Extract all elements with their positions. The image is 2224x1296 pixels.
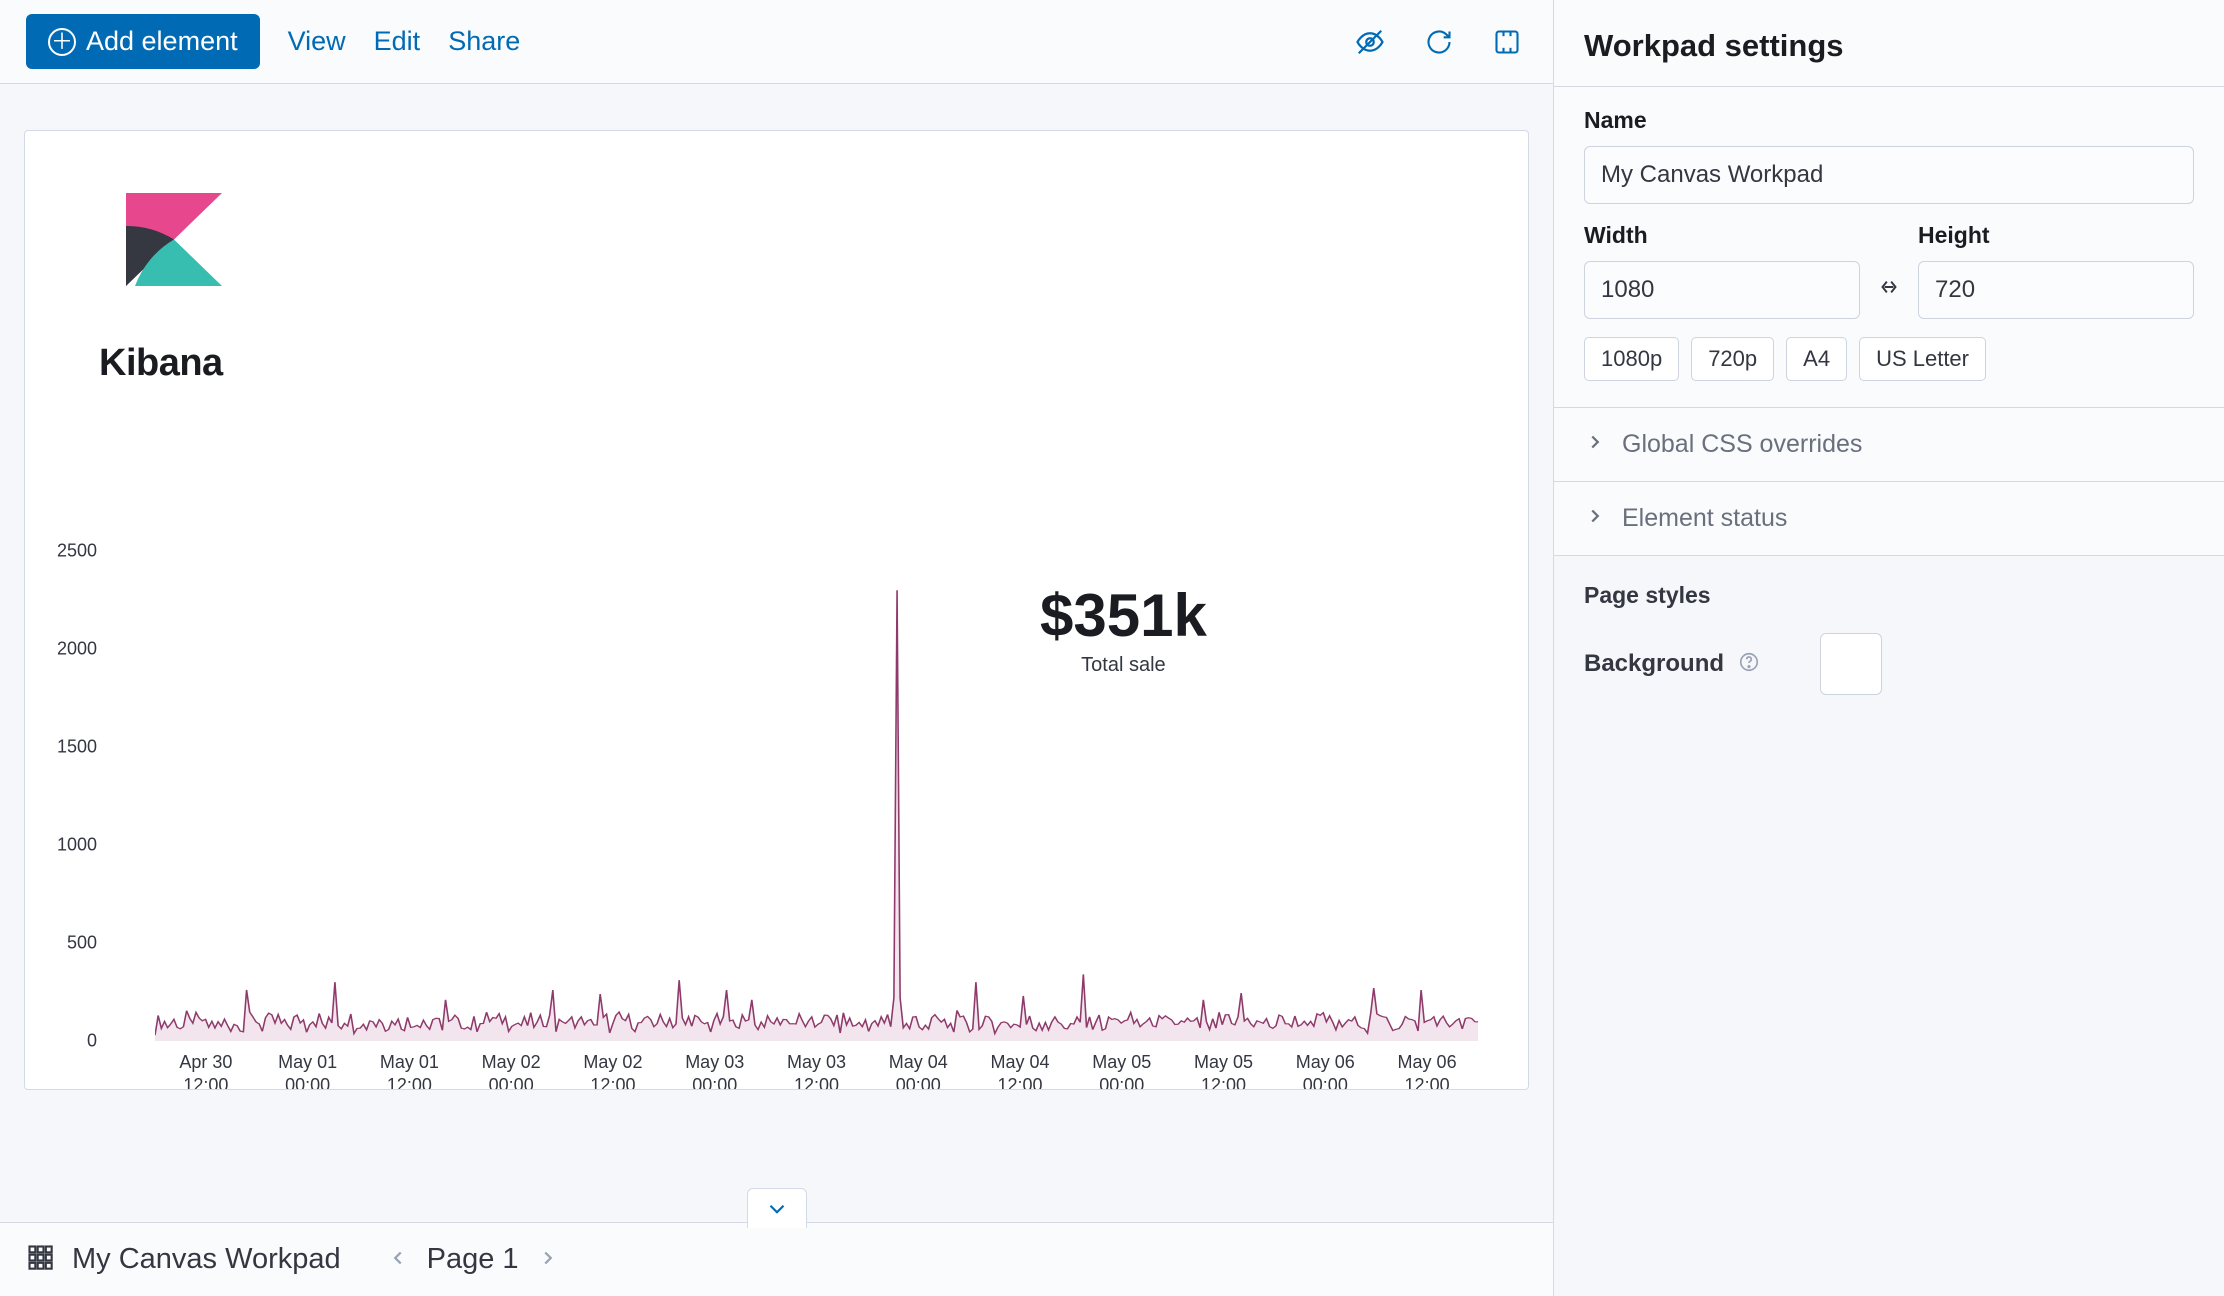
settings-title: Workpad settings bbox=[1554, 0, 2224, 87]
workpad-title: My Canvas Workpad bbox=[72, 1243, 341, 1276]
canvas-area: Kibana $351k Total sale 0500100015002000… bbox=[0, 84, 1553, 1222]
accordion-css-label: Global CSS overrides bbox=[1622, 430, 1862, 459]
kibana-logo: Kibana bbox=[99, 181, 249, 385]
x-tick: May 04 00:00 bbox=[867, 1051, 969, 1090]
chevron-right-icon bbox=[1584, 505, 1606, 532]
accordion-element-status[interactable]: Element status bbox=[1554, 482, 2224, 556]
next-page-button[interactable] bbox=[537, 1244, 559, 1276]
line-chart: 05001000150020002500 Apr 30 12:00May 01 … bbox=[55, 551, 1498, 1069]
link-dimensions-icon[interactable] bbox=[1876, 274, 1902, 319]
accordion-global-css[interactable]: Global CSS overrides bbox=[1554, 408, 2224, 482]
y-tick: 2500 bbox=[57, 541, 97, 562]
add-element-label: Add element bbox=[86, 26, 238, 57]
preset-row: 1080p 720p A4 US Letter bbox=[1584, 337, 2194, 381]
y-tick: 500 bbox=[67, 933, 97, 954]
x-tick: May 03 00:00 bbox=[664, 1051, 766, 1090]
chart-y-axis: 05001000150020002500 bbox=[55, 551, 105, 1041]
x-tick: May 06 12:00 bbox=[1376, 1051, 1478, 1090]
y-tick: 2000 bbox=[57, 639, 97, 660]
x-tick: May 01 12:00 bbox=[359, 1051, 461, 1090]
background-label: Background bbox=[1584, 650, 1724, 678]
y-tick: 1000 bbox=[57, 835, 97, 856]
accordion-status-label: Element status bbox=[1622, 504, 1787, 533]
chevron-right-icon bbox=[1584, 431, 1606, 458]
x-tick: May 03 12:00 bbox=[766, 1051, 868, 1090]
chart-plot bbox=[155, 551, 1478, 1041]
preset-1080p[interactable]: 1080p bbox=[1584, 337, 1679, 381]
width-input[interactable] bbox=[1584, 261, 1860, 319]
page-pager: Page 1 bbox=[387, 1243, 559, 1276]
x-tick: May 01 00:00 bbox=[257, 1051, 359, 1090]
preset-us-letter[interactable]: US Letter bbox=[1859, 337, 1986, 381]
fullscreen-icon[interactable] bbox=[1487, 22, 1527, 62]
expand-tray-button[interactable] bbox=[747, 1188, 807, 1228]
kibana-logo-icon bbox=[99, 181, 249, 331]
view-button[interactable]: View bbox=[288, 26, 346, 57]
background-swatch[interactable] bbox=[1820, 633, 1882, 695]
workpad-name-input[interactable] bbox=[1584, 146, 2194, 204]
width-label: Width bbox=[1584, 222, 1860, 249]
toolbar: ＋ Add element View Edit Share bbox=[0, 0, 1553, 84]
preset-720p[interactable]: 720p bbox=[1691, 337, 1774, 381]
grid-icon[interactable] bbox=[26, 1243, 54, 1276]
height-label: Height bbox=[1918, 222, 2194, 249]
settings-name-section: Name Width Height 1080p 720p A4 US Letter bbox=[1554, 87, 2224, 408]
x-tick: May 02 12:00 bbox=[562, 1051, 664, 1090]
x-tick: Apr 30 12:00 bbox=[155, 1051, 257, 1090]
chart-x-axis: Apr 30 12:00May 01 00:00May 01 12:00May … bbox=[155, 1051, 1478, 1090]
share-button[interactable]: Share bbox=[448, 26, 520, 57]
y-tick: 0 bbox=[87, 1031, 97, 1052]
prev-page-button[interactable] bbox=[387, 1244, 409, 1276]
add-element-button[interactable]: ＋ Add element bbox=[26, 14, 260, 69]
x-tick: May 02 00:00 bbox=[460, 1051, 562, 1090]
x-tick: May 05 00:00 bbox=[1071, 1051, 1173, 1090]
help-icon[interactable] bbox=[1738, 651, 1760, 678]
refresh-icon[interactable] bbox=[1419, 22, 1459, 62]
x-tick: May 06 00:00 bbox=[1274, 1051, 1376, 1090]
x-tick: May 04 12:00 bbox=[969, 1051, 1071, 1090]
page-styles-section: Page styles Background bbox=[1554, 556, 2224, 721]
page-styles-title: Page styles bbox=[1584, 582, 2194, 609]
workpad-canvas[interactable]: Kibana $351k Total sale 0500100015002000… bbox=[24, 130, 1529, 1090]
height-input[interactable] bbox=[1918, 261, 2194, 319]
settings-panel: Workpad settings Name Width Height 1080p… bbox=[1554, 0, 2224, 1296]
page-label: Page 1 bbox=[427, 1243, 519, 1276]
preset-a4[interactable]: A4 bbox=[1786, 337, 1847, 381]
edit-button[interactable]: Edit bbox=[374, 26, 421, 57]
x-tick: May 05 12:00 bbox=[1173, 1051, 1275, 1090]
footer-bar: My Canvas Workpad Page 1 bbox=[0, 1222, 1553, 1296]
name-label: Name bbox=[1584, 107, 2194, 134]
y-tick: 1500 bbox=[57, 737, 97, 758]
plus-circle-icon: ＋ bbox=[48, 28, 76, 56]
eye-off-icon[interactable] bbox=[1349, 21, 1391, 63]
kibana-logo-text: Kibana bbox=[99, 342, 249, 385]
